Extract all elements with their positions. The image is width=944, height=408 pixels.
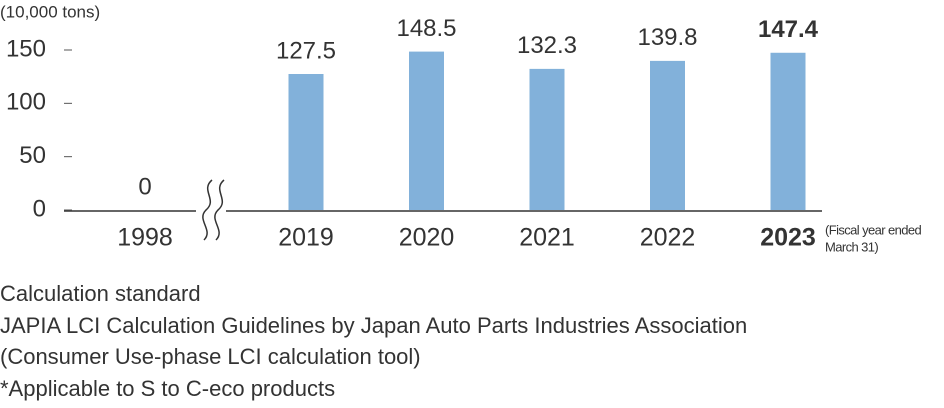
x-tick-label: 2021 (519, 224, 575, 252)
value-label: 139.8 (637, 24, 697, 51)
bar (288, 74, 324, 210)
y-tick-label: 50 (19, 142, 46, 169)
value-label: 127.5 (276, 37, 336, 64)
value-label: 148.5 (396, 15, 456, 42)
y-tick-label: 0 (33, 195, 46, 222)
y-tick-label: 100 (6, 89, 46, 116)
value-label: 0 (138, 173, 151, 200)
axis-break (202, 179, 225, 241)
x-note: (Fiscal year ended (825, 222, 922, 237)
x-tick-label: 2022 (640, 224, 696, 252)
footnote: JAPIA LCI Calculation Guidelines by Japa… (0, 313, 747, 338)
x-tick-label: 2023 (760, 224, 816, 252)
bar (770, 52, 806, 211)
y-tick-label: 150 (6, 35, 46, 62)
bar (529, 68, 565, 210)
footnote: (Consumer Use-phase LCI calculation tool… (0, 344, 421, 369)
x-tick-label: 2019 (278, 224, 334, 252)
x-tick-label: 2020 (399, 224, 455, 252)
axis-break-gap (196, 178, 226, 242)
value-label: 147.4 (758, 16, 819, 43)
bar (409, 51, 444, 210)
x-note: March 31) (825, 239, 878, 254)
value-label: 132.3 (517, 32, 577, 59)
footnote: Calculation standard (0, 281, 201, 306)
bar (650, 60, 685, 210)
x-tick-label: 1998 (117, 224, 173, 252)
footnote: *Applicable to S to C-eco products (0, 376, 335, 401)
y-unit: (10,000 tons) (0, 2, 100, 21)
